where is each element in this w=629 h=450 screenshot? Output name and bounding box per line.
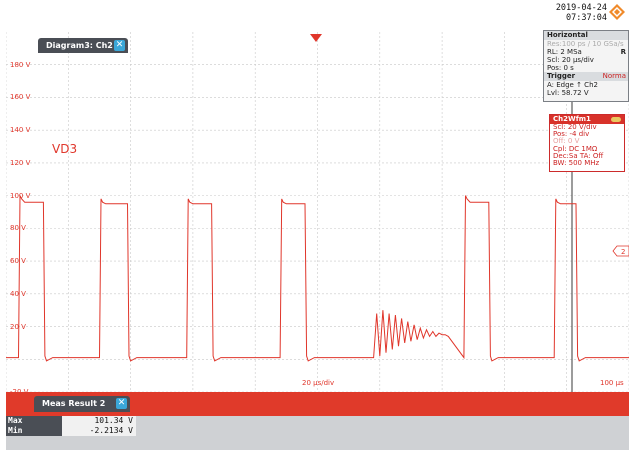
bandwidth-text: BW: 500 MHz <box>553 159 600 168</box>
trace-label: VD3 <box>52 142 78 156</box>
rohde-schwarz-logo-icon <box>609 4 625 20</box>
resolution-text: Res:100 ps / 10 GSa/s <box>547 40 624 48</box>
measurement-area: Meas Result 2 ✕ Max 101.34 V Min -2.2134… <box>6 392 629 450</box>
top-bar: 2019-04-24 07:37:04 <box>0 0 629 32</box>
meas-result-tab[interactable]: Meas Result 2 ✕ <box>34 396 130 412</box>
vertical-scale-text: Scl: 20 V/div <box>553 123 597 131</box>
max-value: 101.34 V <box>62 416 136 426</box>
max-label: Max <box>6 416 62 426</box>
grid <box>6 32 629 392</box>
date-text: 2019-04-24 <box>555 3 607 13</box>
y-tick-label: 180 V <box>10 60 31 69</box>
diagram-tab-title: Diagram3: Ch2 <box>46 41 113 50</box>
y-tick-label: 120 V <box>10 158 31 167</box>
vertical-position-text: Pos: -4 div <box>553 130 590 139</box>
y-tick-label: 40 V <box>10 289 26 298</box>
y-tick-label: 80 V <box>10 224 26 233</box>
decimation-text: Dec:Sa TA: Off <box>553 151 604 160</box>
channel-level-marker-label: 2 <box>621 248 625 256</box>
channel-panel[interactable]: Ch2Wfm1 Scl: 20 V/div Pos: -4 div Off: 0… <box>549 114 625 172</box>
record-length-value: RL: 2 MSa <box>547 48 582 56</box>
toggle-icon[interactable] <box>611 117 621 122</box>
y-tick-label: 140 V <box>10 126 31 135</box>
trigger-position-marker-icon[interactable] <box>310 34 322 42</box>
record-length-flag: R <box>620 48 626 56</box>
close-icon[interactable]: ✕ <box>116 398 127 409</box>
time-scale-text: Scl: 20 µs/div <box>547 56 594 64</box>
channel-level-marker-icon[interactable]: 2 <box>612 245 629 257</box>
x-end-label: 100 µs <box>600 379 624 387</box>
trigger-level-text: Lvl: 58.72 V <box>547 89 589 97</box>
horizontal-title: Horizontal <box>544 31 628 40</box>
datetime: 2019-04-24 07:37:04 <box>551 3 607 23</box>
trigger-title-text: Trigger <box>547 72 576 80</box>
min-label: Min <box>6 426 62 436</box>
time-text: 07:37:04 <box>566 13 607 23</box>
y-tick-label: 160 V <box>10 93 31 102</box>
time-position-text: Pos: 0 s <box>547 64 574 72</box>
meas-result-table: Max 101.34 V Min -2.2134 V <box>6 416 136 436</box>
x-scale-label: 20 µs/div <box>302 379 335 387</box>
record-length-text: RL: 2 MSa R <box>544 48 628 56</box>
trigger-type-text: A: Edge ↑ Ch2 <box>547 81 598 89</box>
channel-title-text: Ch2Wfm1 <box>553 115 591 123</box>
trigger-mode: Norma <box>602 72 626 80</box>
offset-text: Off: 0 V <box>553 137 580 146</box>
close-icon[interactable]: ✕ <box>114 40 125 51</box>
channel-title: Ch2Wfm1 <box>550 115 624 124</box>
measurement-strip: Meas Result 2 ✕ <box>6 392 629 416</box>
min-value: -2.2134 V <box>62 426 136 436</box>
oscilloscope-diagram[interactable]: 2 <box>6 32 629 392</box>
y-tick-label: 100 V <box>10 191 31 200</box>
table-row: Min -2.2134 V <box>6 426 136 436</box>
table-row: Max 101.34 V <box>6 416 136 426</box>
waveform-trace <box>6 195 629 362</box>
diagram-tab[interactable]: Diagram3: Ch2 ✕ <box>38 38 128 53</box>
y-tick-label: 20 V <box>10 322 26 331</box>
horizontal-panel[interactable]: Horizontal Res:100 ps / 10 GSa/s RL: 2 M… <box>543 30 629 102</box>
y-tick-label: 60 V <box>10 257 26 266</box>
coupling-text: Cpl: DC 1MΩ <box>553 144 598 153</box>
meas-tab-title: Meas Result 2 <box>42 399 106 408</box>
trigger-title: Trigger Norma <box>544 72 628 81</box>
